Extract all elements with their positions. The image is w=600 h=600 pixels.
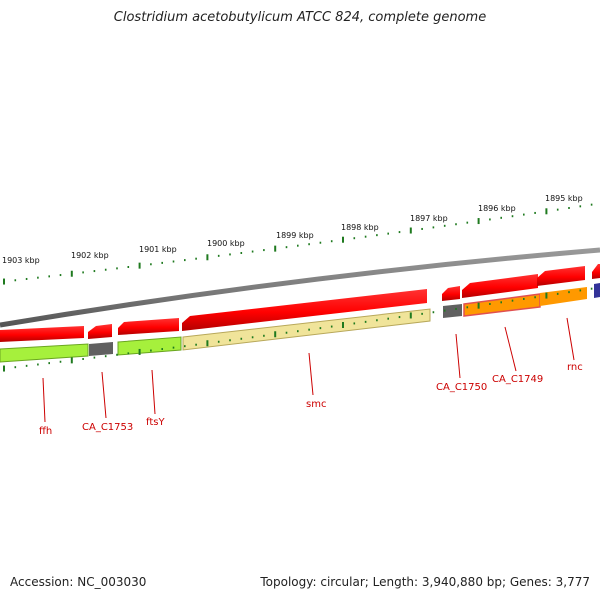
cds-arrow-ftsY <box>118 318 179 335</box>
cds-arrow-CA_C1749 <box>462 274 538 298</box>
cds-arrow-CA_C1753 <box>88 324 112 339</box>
leader-smc <box>308 352 314 396</box>
band-CA_C1753 <box>89 342 113 356</box>
band-ffh <box>0 343 89 363</box>
leader-ffh <box>42 377 46 423</box>
tick-label-1903: 1903 kbp <box>2 256 40 265</box>
tick-label-1896: 1896 kbp <box>478 204 516 213</box>
map-title: Clostridium acetobutylicum ATCC 824, com… <box>113 10 487 25</box>
band-CA_C1749 <box>463 293 541 317</box>
gene-labels: ffh CA_C1753 ftsY smc CA_C1750 CA_C1749 … <box>39 362 583 437</box>
band-CA_C1750 <box>443 304 462 318</box>
leader-CA_C1750 <box>455 333 461 379</box>
tick-label-1902: 1902 kbp <box>71 251 109 260</box>
cds-arrows <box>0 264 600 342</box>
label-leaders <box>42 317 575 423</box>
outer-scale-ticks <box>3 203 593 285</box>
tick-label-1895: 1895 kbp <box>545 194 583 203</box>
gene-label-ftsY: ftsY <box>146 417 165 428</box>
gene-label-CA_C1753: CA_C1753 <box>82 422 133 433</box>
cds-arrow-CA_C1750 <box>442 286 460 301</box>
scale-labels: 1903 kbp 1902 kbp 1901 kbp 1900 kbp 1899… <box>2 194 583 265</box>
leader-CA_C1753 <box>101 371 107 419</box>
band-ftsY <box>117 336 182 356</box>
cds-arrow-smc <box>182 289 427 331</box>
gene-label-smc: smc <box>306 399 326 410</box>
leader-ftsY <box>151 369 156 415</box>
gene-bands <box>0 283 600 363</box>
band-rnc <box>540 287 587 306</box>
inner-scale-ticks <box>3 287 593 372</box>
accession-text: Accession: NC_003030 <box>10 575 147 589</box>
gene-label-CA_C1750: CA_C1750 <box>436 382 487 393</box>
cds-arrow-partial <box>592 264 600 279</box>
cds-arrow-ffh <box>0 326 84 342</box>
tick-label-1898: 1898 kbp <box>341 223 379 232</box>
band-blue <box>594 283 600 298</box>
band-smc <box>182 308 431 351</box>
tick-label-1897: 1897 kbp <box>410 214 448 223</box>
tick-label-1900: 1900 kbp <box>207 239 245 248</box>
leader-rnc <box>566 317 575 361</box>
genome-summary-text: Topology: circular; Length: 3,940,880 bp… <box>260 575 590 589</box>
tick-label-1899: 1899 kbp <box>276 231 314 240</box>
leader-CA_C1749 <box>504 326 517 372</box>
genome-backbone <box>0 247 600 328</box>
tick-label-1901: 1901 kbp <box>139 245 177 254</box>
gene-label-ffh: ffh <box>39 426 52 437</box>
gene-label-CA_C1749: CA_C1749 <box>492 374 543 385</box>
cds-arrow-rnc <box>537 266 585 286</box>
gene-label-rnc: rnc <box>567 362 583 373</box>
